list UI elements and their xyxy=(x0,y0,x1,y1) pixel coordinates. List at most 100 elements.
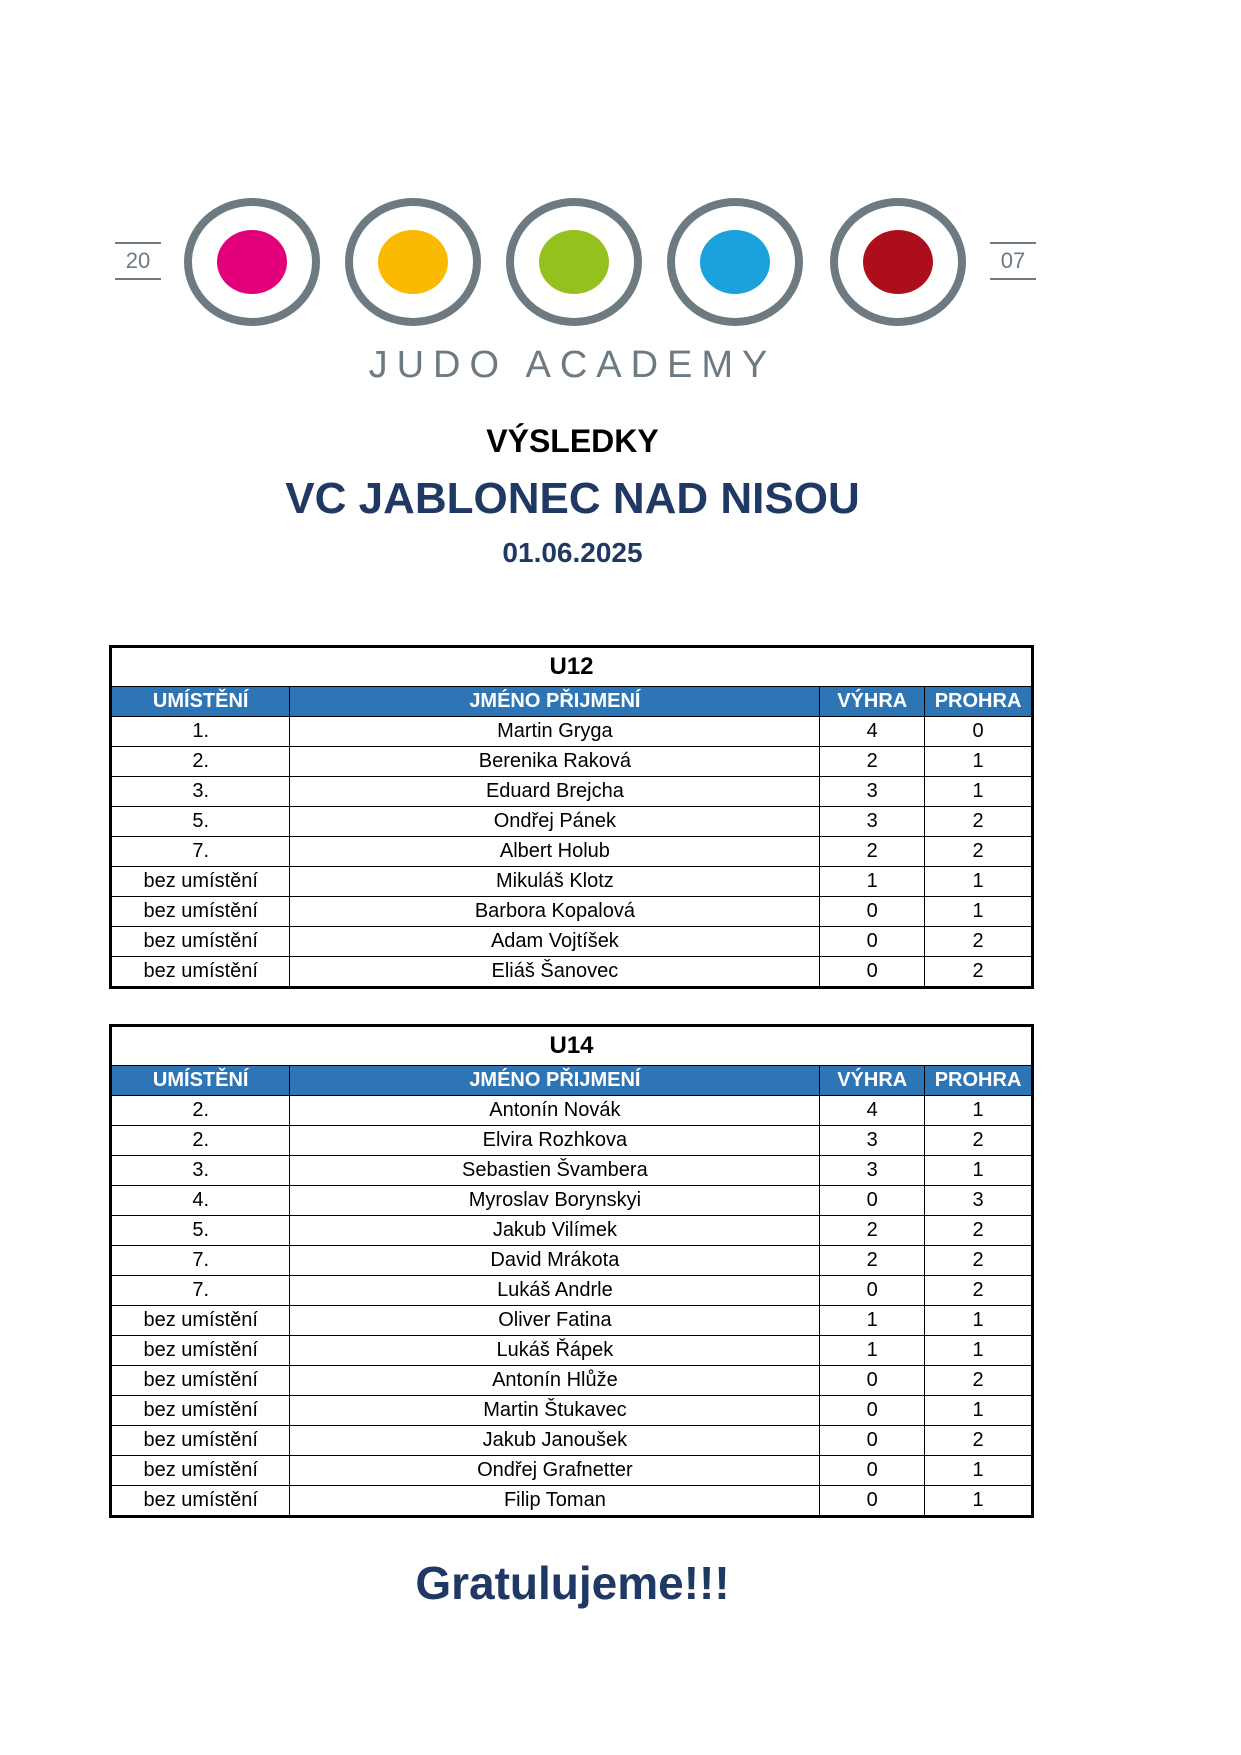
column-header: VÝHRA xyxy=(819,686,926,717)
table-row: 2. Antonín Novák 4 1 xyxy=(109,1095,1033,1126)
name-cell: Antonín Novák xyxy=(289,1095,821,1126)
logo-ring xyxy=(667,198,803,326)
table-title: U14 xyxy=(110,1025,1033,1066)
name-cell: Eduard Brejcha xyxy=(289,776,821,807)
losses-cell: 1 xyxy=(924,1395,1033,1426)
name-cell: Sebastien Švambera xyxy=(289,1155,821,1186)
placement-cell: bez umístění xyxy=(109,866,291,897)
name-cell: David Mrákota xyxy=(289,1245,821,1276)
losses-cell: 1 xyxy=(924,866,1033,897)
table-row: 4. Myroslav Borynskyi 0 3 xyxy=(109,1185,1033,1216)
losses-cell: 1 xyxy=(924,1455,1033,1486)
name-cell: Berenika Raková xyxy=(289,746,821,777)
column-header: JMÉNO PŘIJMENÍ xyxy=(289,1065,821,1096)
table-row: bez umístění Barbora Kopalová 0 1 xyxy=(109,896,1033,927)
wins-cell: 0 xyxy=(819,926,926,957)
table-row: 3. Eduard Brejcha 3 1 xyxy=(109,776,1033,807)
placement-cell: 5. xyxy=(109,1215,291,1246)
name-cell: Jakub Vilímek xyxy=(289,1215,821,1246)
wins-cell: 2 xyxy=(819,836,926,867)
losses-cell: 2 xyxy=(924,806,1033,837)
logo-dot xyxy=(863,230,933,294)
table-row: bez umístění Lukáš Řápek 1 1 xyxy=(109,1335,1033,1366)
placement-cell: 7. xyxy=(109,1245,291,1276)
losses-cell: 3 xyxy=(924,1185,1033,1216)
losses-cell: 2 xyxy=(924,1425,1033,1456)
wins-cell: 1 xyxy=(819,866,926,897)
logo-ring xyxy=(345,198,481,326)
wins-cell: 0 xyxy=(819,1455,926,1486)
table-row: 5. Ondřej Pánek 3 2 xyxy=(109,806,1033,837)
losses-cell: 2 xyxy=(924,1125,1033,1156)
losses-cell: 1 xyxy=(924,1155,1033,1186)
table-row: 2. Elvira Rozhkova 3 2 xyxy=(109,1125,1033,1156)
wins-cell: 4 xyxy=(819,716,926,747)
table-row: 7. Albert Holub 2 2 xyxy=(109,836,1033,867)
wins-cell: 0 xyxy=(819,1395,926,1426)
logo-year-left: 20 xyxy=(115,242,161,280)
logo-text: JUDO ACADEMY xyxy=(368,344,777,386)
results-table-u14: U14 UMÍSTĚNÍ JMÉNO PŘIJMENÍ VÝHRA PROHRA 2. An… xyxy=(109,1024,1034,1518)
losses-cell: 1 xyxy=(924,1095,1033,1126)
table-row: 7. David Mrákota 2 2 xyxy=(109,1245,1033,1276)
wins-cell: 0 xyxy=(819,1275,926,1306)
name-cell: Albert Holub xyxy=(289,836,821,867)
losses-cell: 2 xyxy=(924,1275,1033,1306)
wins-cell: 0 xyxy=(819,896,926,927)
wins-cell: 0 xyxy=(819,1485,926,1517)
losses-cell: 1 xyxy=(924,1335,1033,1366)
table-row: 7. Lukáš Andrle 0 2 xyxy=(109,1275,1033,1306)
table-row: bez umístění Jakub Janoušek 0 2 xyxy=(109,1425,1033,1456)
logo-dot xyxy=(217,230,287,294)
wins-cell: 3 xyxy=(819,1155,926,1186)
congratulations-text: Gratulujeme!!! xyxy=(415,1557,730,1609)
placement-cell: bez umístění xyxy=(109,896,291,927)
logo-ring xyxy=(830,198,966,326)
column-header: UMÍSTĚNÍ xyxy=(109,686,291,717)
losses-cell: 2 xyxy=(924,836,1033,867)
column-header: UMÍSTĚNÍ xyxy=(109,1065,291,1096)
placement-cell: bez umístění xyxy=(109,1365,291,1396)
table-row: 5. Jakub Vilímek 2 2 xyxy=(109,1215,1033,1246)
placement-cell: bez umístění xyxy=(109,1455,291,1486)
placement-cell: bez umístění xyxy=(109,956,291,988)
placement-cell: 7. xyxy=(109,1275,291,1306)
column-header: JMÉNO PŘIJMENÍ xyxy=(289,686,821,717)
wins-cell: 1 xyxy=(819,1305,926,1336)
placement-cell: 7. xyxy=(109,836,291,867)
table-row: bez umístění Martin Štukavec 0 1 xyxy=(109,1395,1033,1426)
placement-cell: bez umístění xyxy=(109,926,291,957)
logo-year-right: 07 xyxy=(990,242,1036,280)
name-cell: Lukáš Andrle xyxy=(289,1275,821,1306)
losses-cell: 1 xyxy=(924,746,1033,777)
losses-cell: 2 xyxy=(924,926,1033,957)
placement-cell: 2. xyxy=(109,746,291,777)
name-cell: Barbora Kopalová xyxy=(289,896,821,927)
column-header: VÝHRA xyxy=(819,1065,926,1096)
table-row: bez umístění Oliver Fatina 1 1 xyxy=(109,1305,1033,1336)
name-cell: Jakub Janoušek xyxy=(289,1425,821,1456)
logo-dot xyxy=(700,230,770,294)
placement-cell: bez umístění xyxy=(109,1395,291,1426)
name-cell: Ondřej Pánek xyxy=(289,806,821,837)
placement-cell: 5. xyxy=(109,806,291,837)
wins-cell: 3 xyxy=(819,776,926,807)
wins-cell: 0 xyxy=(819,1425,926,1456)
losses-cell: 1 xyxy=(924,776,1033,807)
losses-cell: 1 xyxy=(924,896,1033,927)
name-cell: Myroslav Borynskyi xyxy=(289,1185,821,1216)
column-header: PROHRA xyxy=(924,686,1033,717)
placement-cell: bez umístění xyxy=(109,1305,291,1336)
placement-cell: 2. xyxy=(109,1095,291,1126)
wins-cell: 1 xyxy=(819,1335,926,1366)
table-row: 3. Sebastien Švambera 3 1 xyxy=(109,1155,1033,1186)
losses-cell: 2 xyxy=(924,1215,1033,1246)
table-row: 1. Martin Gryga 4 0 xyxy=(109,716,1033,747)
placement-cell: 3. xyxy=(109,776,291,807)
wins-cell: 3 xyxy=(819,1125,926,1156)
losses-cell: 2 xyxy=(924,1365,1033,1396)
placement-cell: bez umístění xyxy=(109,1335,291,1366)
losses-cell: 0 xyxy=(924,716,1033,747)
logo-dot xyxy=(378,230,448,294)
name-cell: Oliver Fatina xyxy=(289,1305,821,1336)
